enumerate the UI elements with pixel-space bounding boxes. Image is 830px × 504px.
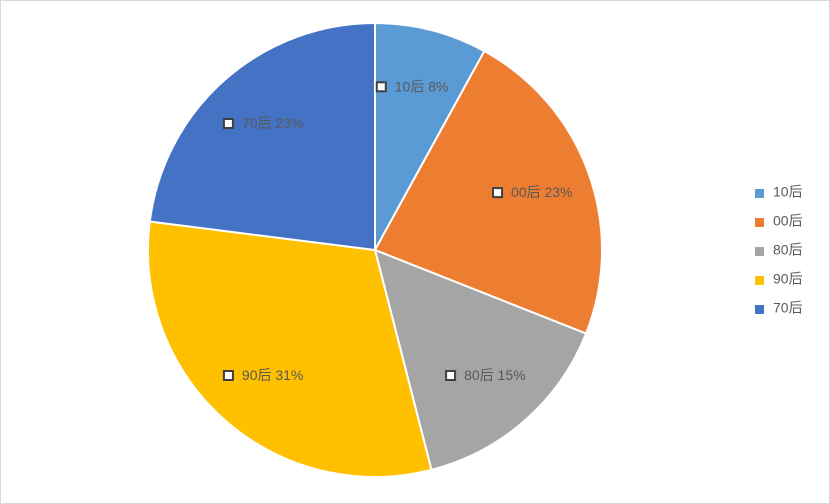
pie-slice <box>148 21 376 252</box>
legend-label: 90后 <box>773 271 803 287</box>
legend-label: 00后 <box>773 213 803 229</box>
slices <box>147 21 603 478</box>
label-marker <box>222 117 234 129</box>
data-label-category: 80后 <box>464 367 494 383</box>
label-marker <box>492 187 504 199</box>
pie-slice <box>147 220 433 478</box>
legend-swatch <box>755 247 764 256</box>
label-marker <box>222 370 234 382</box>
data-label-category: 00后 <box>511 184 541 200</box>
data-label-value: 23% <box>545 184 573 200</box>
data-label: 10后 8% <box>395 78 449 94</box>
legend-label: 80后 <box>773 242 803 258</box>
legend-label: 70后 <box>773 300 803 316</box>
legend: 10后 00后 80后 90后 70后 <box>755 184 803 316</box>
legend-swatch <box>755 218 764 227</box>
data-label-value: 8% <box>428 78 448 94</box>
data-label-category: 90后 <box>242 367 272 383</box>
legend-swatch <box>755 276 764 285</box>
data-label-value: 31% <box>275 367 303 383</box>
data-label: 00后 23% <box>511 184 573 200</box>
legend-label: 10后 <box>773 184 803 200</box>
data-label-value: 15% <box>498 367 526 383</box>
pie-slice <box>373 248 588 472</box>
data-label-category: 70后 <box>242 115 272 131</box>
legend-swatch <box>755 305 764 314</box>
pie-slice <box>373 49 603 335</box>
data-label: 80后 15% <box>464 367 526 383</box>
label-marker <box>375 81 387 93</box>
pie-slice <box>374 21 486 251</box>
data-labels: 10后 8% 00后 23% 80后 15% 90后 31% 70后 23% <box>222 78 573 383</box>
data-label-value: 23% <box>275 115 303 131</box>
data-label: 90后 31% <box>242 367 304 383</box>
data-label-category: 10后 <box>395 78 425 94</box>
legend-swatch <box>755 189 764 198</box>
data-label: 70后 23% <box>242 115 304 131</box>
label-marker <box>445 370 457 382</box>
